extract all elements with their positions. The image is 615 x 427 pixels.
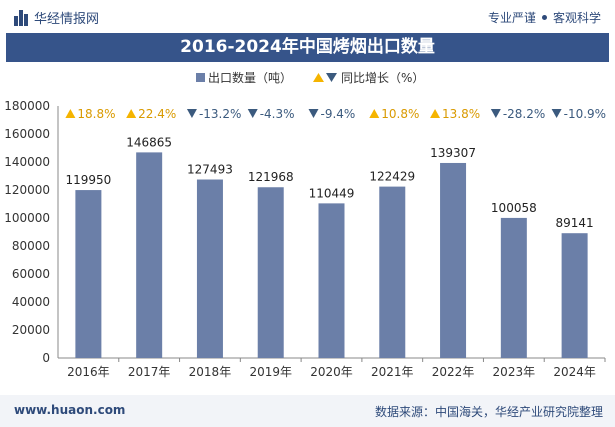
growth-label: -13.2%	[199, 107, 241, 121]
legend-down-triangle	[326, 73, 337, 82]
slogan-2: 客观科学	[552, 11, 601, 25]
x-tick-label: 2017年	[128, 365, 171, 379]
legend-swatch-export	[196, 73, 205, 82]
bar	[318, 203, 345, 358]
bar	[75, 190, 102, 358]
brand: 华经情报网	[14, 8, 99, 27]
legend-label-growth: 同比增长（%）	[341, 71, 424, 85]
x-tick-label: 2018年	[189, 365, 232, 379]
bar-value-label: 122429	[369, 170, 415, 184]
bar-chart-icon	[14, 9, 28, 26]
x-tick-label: 2020年	[310, 365, 353, 379]
x-tick-label: 2021年	[371, 365, 414, 379]
brand-name: 华经情报网	[34, 12, 100, 27]
bar-value-label: 121968	[248, 170, 294, 184]
y-tick-label: 100000	[4, 211, 50, 225]
growth-label: -28.2%	[503, 107, 545, 121]
chart-title: 2016-2024年中国烤烟出口数量	[6, 33, 609, 62]
growth-down-triangle	[490, 109, 501, 118]
x-tick-label: 2022年	[432, 365, 475, 379]
bar-value-label: 100058	[491, 201, 537, 215]
growth-down-triangle	[247, 109, 258, 118]
bar	[440, 162, 467, 358]
slogan: 专业严谨 客观科学	[488, 9, 601, 26]
growth-up-triangle	[369, 109, 380, 118]
y-tick-label: 140000	[4, 155, 50, 169]
growth-down-triangle	[308, 109, 319, 118]
growth-label: 10.8%	[381, 107, 419, 121]
bar-value-label: 139307	[430, 146, 476, 160]
data-source: 数据来源：中国海关，华经产业研究院整理	[374, 405, 603, 419]
y-tick-label: 160000	[4, 127, 50, 141]
top-bar: 华经情报网 专业严谨 客观科学	[0, 0, 615, 34]
growth-label: 18.8%	[77, 107, 115, 121]
growth-down-triangle	[551, 109, 562, 118]
bar-value-label: 146865	[126, 135, 172, 149]
x-tick-label: 2024年	[553, 365, 596, 379]
x-tick-label: 2019年	[249, 365, 292, 379]
bar-value-label: 110449	[309, 186, 355, 200]
x-tick-label: 2023年	[493, 365, 536, 379]
growth-up-triangle	[126, 109, 137, 118]
bar	[500, 217, 527, 358]
y-tick-label: 60000	[12, 267, 50, 281]
y-tick-label: 180000	[4, 99, 50, 113]
slogan-1: 专业严谨	[487, 11, 536, 25]
growth-label: 13.8%	[442, 107, 480, 121]
bar	[196, 179, 223, 358]
legend-label-export: 出口数量（吨）	[208, 70, 292, 85]
growth-label: -4.3%	[260, 107, 295, 121]
bar-value-label: 89141	[556, 216, 594, 230]
y-tick-label: 0	[42, 351, 50, 365]
growth-label: 22.4%	[138, 107, 176, 121]
growth-up-triangle	[65, 109, 76, 118]
y-tick-label: 120000	[4, 183, 50, 197]
bar	[257, 187, 284, 358]
website-link[interactable]: www.huaon.com	[14, 403, 126, 417]
y-tick-label: 20000	[12, 323, 50, 337]
bar-value-label: 119950	[65, 173, 111, 187]
footer: www.huaon.com 数据来源：中国海关，华经产业研究院整理	[0, 395, 615, 427]
bar	[561, 233, 588, 358]
dot-icon	[541, 15, 547, 20]
bar-chart: 出口数量（吨） 同比增长（%） 0 20000 40000 60000 80000 10000…	[4, 70, 606, 379]
bar-value-label: 127493	[187, 163, 233, 177]
bar	[136, 152, 163, 358]
growth-up-triangle	[430, 109, 441, 118]
growth-label: -10.9%	[564, 107, 606, 121]
bar	[379, 186, 406, 358]
legend-up-triangle	[313, 73, 324, 82]
growth-label: -9.4%	[321, 107, 356, 121]
y-tick-label: 40000	[12, 295, 50, 309]
x-tick-label: 2016年	[67, 365, 110, 379]
y-tick-label: 80000	[12, 239, 50, 253]
growth-down-triangle	[186, 109, 197, 118]
